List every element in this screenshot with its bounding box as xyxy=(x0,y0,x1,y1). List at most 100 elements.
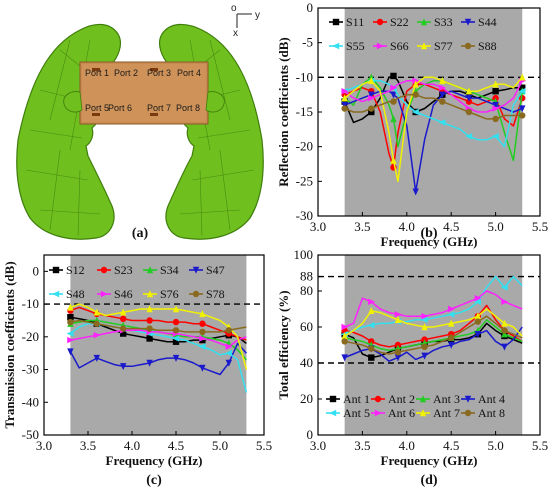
y-axis-title: Reflection coefficients (dB) xyxy=(276,37,291,186)
data-point xyxy=(368,105,375,112)
data-point xyxy=(67,313,74,321)
y-tick-label: -10 xyxy=(296,69,313,84)
legend-marker xyxy=(419,395,427,403)
x-tick-label: 3.0 xyxy=(36,438,52,453)
data-point xyxy=(198,343,206,350)
data-point xyxy=(368,94,376,102)
transmission-coefficients-chart: 3.0 3.5 4.0 4.5 5.0 5.5 -50 -40 -30 -20 -10 0 Freque… xyxy=(2,254,272,488)
y-tick-label: -30 xyxy=(22,362,39,377)
y-axis-title: Transmission coefficients (dB) xyxy=(2,261,17,428)
legend-marker xyxy=(374,395,382,403)
data-point xyxy=(172,354,180,362)
data-point xyxy=(390,98,397,105)
data-point xyxy=(474,331,482,338)
data-point xyxy=(341,332,348,340)
data-point xyxy=(368,91,375,99)
legend-marker xyxy=(420,42,428,50)
data-point xyxy=(341,94,348,102)
legend-label: S46 xyxy=(114,287,133,301)
y-tick-label: 40 xyxy=(300,355,313,370)
data-point xyxy=(341,338,348,345)
data-point xyxy=(492,115,499,123)
port-feed-mark xyxy=(150,113,158,116)
y-tick-label: 0 xyxy=(307,427,314,442)
data-point xyxy=(199,328,206,336)
board-fingers-overlay xyxy=(63,91,225,113)
data-point xyxy=(146,325,153,332)
data-point xyxy=(120,325,127,332)
series-line-s55 xyxy=(344,80,523,148)
legend-label: Ant 5 xyxy=(343,406,370,420)
data-point xyxy=(438,119,446,126)
data-point xyxy=(199,320,206,327)
data-point xyxy=(146,317,153,324)
x-tick-label: 4.5 xyxy=(443,219,459,234)
shaded-band xyxy=(70,255,247,435)
data-point xyxy=(172,305,180,313)
data-point xyxy=(501,343,508,351)
data-point xyxy=(465,108,473,116)
panel-label: (c) xyxy=(146,473,162,488)
x-tick-label: 3.5 xyxy=(354,219,370,234)
y-axis-title: Total efficiency (%) xyxy=(276,290,291,399)
data-point xyxy=(172,318,180,326)
port-feed-mark xyxy=(92,68,100,71)
series-line-ant-8 xyxy=(344,315,523,355)
panel-a: Port 1 Port 2 Port 3 Port 4 Port 5 Port … xyxy=(16,3,264,241)
data-point xyxy=(412,80,419,88)
legend-label: S77 xyxy=(434,39,453,53)
y-tick-label: 0 xyxy=(33,263,40,278)
data-point xyxy=(474,318,482,325)
data-point xyxy=(120,363,127,371)
legend-label: S66 xyxy=(390,39,409,53)
x-tick-label: 5.5 xyxy=(256,438,272,453)
legend-marker xyxy=(329,395,337,403)
data-point xyxy=(412,91,419,98)
axes-y-label: y xyxy=(255,10,260,21)
data-point xyxy=(93,308,100,316)
data-point xyxy=(146,305,153,313)
legend-label: S76 xyxy=(160,287,179,301)
legend-label: S12 xyxy=(66,263,85,277)
port-1-label: Port 1 xyxy=(85,68,109,78)
y-tick-label: -30 xyxy=(296,208,313,223)
data-point xyxy=(67,336,75,344)
data-point xyxy=(368,354,375,361)
y-tick-label: -25 xyxy=(296,173,313,188)
legend-marker xyxy=(420,18,428,26)
coordinate-axes-indicator: o y x xyxy=(231,3,260,39)
legend-label: S48 xyxy=(66,287,85,301)
data-point xyxy=(519,105,526,113)
series-line-s88 xyxy=(344,93,523,120)
data-point xyxy=(390,84,398,91)
legend-label: Ant 4 xyxy=(478,392,505,406)
x-tick-label: 3.5 xyxy=(354,438,370,453)
panel-a-label: (a) xyxy=(132,226,149,241)
y-tick-label: 88 xyxy=(300,269,313,284)
legend-label: S44 xyxy=(478,15,497,29)
legend-label: S11 xyxy=(346,15,364,29)
data-point xyxy=(120,315,127,323)
legend-label: S34 xyxy=(160,263,179,277)
port-4-label: Port 4 xyxy=(177,68,201,78)
data-point xyxy=(199,335,207,342)
x-tick-label: 3.0 xyxy=(310,438,326,453)
data-point xyxy=(501,327,508,334)
legend-label: Ant 2 xyxy=(388,392,415,406)
y-tick-label: -50 xyxy=(22,427,39,442)
legend-label: Ant 1 xyxy=(343,392,370,406)
legend-marker xyxy=(146,266,154,274)
legend-marker xyxy=(464,42,472,50)
data-point xyxy=(368,307,375,314)
data-point xyxy=(501,298,509,305)
data-point xyxy=(448,319,455,327)
y-tick-label: 100 xyxy=(294,247,314,262)
data-point xyxy=(501,330,508,338)
data-point xyxy=(367,322,375,329)
x-tick-label: 3.5 xyxy=(80,438,96,453)
y-tick-label: 60 xyxy=(300,319,313,334)
data-point xyxy=(420,316,428,323)
data-point xyxy=(421,352,428,360)
x-axis-title: Frequency (GHz) xyxy=(381,453,478,468)
